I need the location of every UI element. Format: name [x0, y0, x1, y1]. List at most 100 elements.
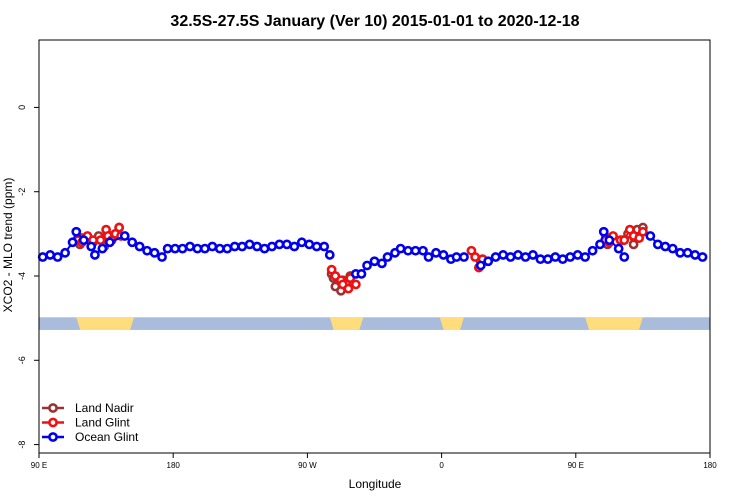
- series-ocean-glint: [37, 226, 708, 279]
- legend-label-2: Ocean Glint: [75, 430, 139, 444]
- data-point: [319, 241, 330, 252]
- data-point: [613, 243, 624, 254]
- data-point: [682, 247, 693, 258]
- data-point: [170, 243, 180, 254]
- data-point: [513, 250, 523, 260]
- data-point: [652, 239, 663, 250]
- chart-title: 32.5S-27.5S January (Ver 10) 2015-01-01 …: [170, 13, 579, 30]
- data-point: [423, 252, 434, 262]
- data-point: [157, 252, 167, 262]
- data-point: [71, 226, 82, 237]
- data-point: [542, 254, 553, 265]
- data-point: [490, 252, 501, 262]
- data-point: [382, 252, 393, 262]
- data-point: [90, 250, 100, 260]
- data-point: [619, 235, 630, 246]
- legend-label-1: Land Glint: [75, 416, 130, 430]
- data-point: [470, 252, 481, 262]
- legend-marker-2: [48, 432, 58, 442]
- data-point: [222, 243, 233, 254]
- data-point: [281, 239, 292, 250]
- x-tick-label-0: 90 E: [31, 461, 47, 470]
- plot-frame: [38, 39, 711, 454]
- x-axis-label: Longitude: [349, 477, 402, 491]
- data-point: [438, 250, 449, 260]
- data-point: [289, 241, 300, 252]
- data-point: [199, 243, 210, 254]
- data-point: [418, 245, 428, 256]
- y-tick-label-3: -6: [17, 356, 27, 364]
- data-point: [229, 241, 240, 252]
- data-point: [356, 268, 367, 279]
- data-point: [114, 222, 125, 233]
- data-point: [535, 254, 546, 265]
- data-point: [350, 279, 361, 290]
- data-point: [149, 247, 160, 258]
- data-point: [675, 247, 686, 258]
- data-point: [572, 250, 583, 260]
- data-point: [410, 245, 421, 256]
- data-point: [162, 243, 173, 254]
- legend-label-0: Land Nadir: [75, 401, 134, 415]
- data-point: [214, 243, 225, 254]
- data-point: [52, 252, 63, 262]
- data-point: [296, 237, 307, 248]
- data-point: [177, 243, 188, 254]
- data-point: [324, 250, 335, 260]
- y-tick-label-2: -4: [17, 272, 27, 280]
- data-point: [127, 237, 138, 248]
- data-point: [274, 239, 285, 250]
- data-point: [377, 258, 387, 269]
- y-tick-label-0: 0: [17, 105, 27, 110]
- x-tick-label-4: 90 E: [568, 461, 584, 470]
- data-point: [97, 243, 108, 254]
- data-point: [667, 243, 678, 254]
- data-point: [403, 245, 413, 256]
- data-point: [67, 237, 78, 248]
- data-point: [119, 231, 130, 241]
- data-point: [598, 226, 609, 237]
- data-point: [475, 260, 486, 271]
- data-point: [528, 250, 538, 260]
- data-point: [343, 283, 354, 294]
- data-point: [498, 250, 509, 260]
- ocean-band: [39, 317, 710, 330]
- data-point: [192, 243, 203, 254]
- data-point: [645, 231, 656, 241]
- series-layer: [37, 222, 708, 296]
- data-point: [134, 241, 145, 252]
- x-tick-label-5: 180: [703, 461, 717, 470]
- land-band-1: [329, 317, 364, 330]
- data-point: [595, 239, 605, 250]
- data-point: [304, 239, 315, 250]
- x-tick-label-2: 90 W: [298, 461, 317, 470]
- data-point: [619, 252, 630, 262]
- data-point: [580, 252, 591, 262]
- data-point: [244, 239, 255, 250]
- x-tick-label-3: 0: [439, 461, 444, 470]
- data-point: [431, 247, 441, 258]
- data-point: [207, 241, 218, 252]
- data-point: [638, 226, 648, 237]
- land-band-3: [585, 317, 643, 330]
- data-point: [37, 252, 48, 262]
- y-tick-label-4: -8: [17, 441, 27, 449]
- data-point: [185, 241, 195, 252]
- data-point: [587, 245, 598, 256]
- x-tick-label-1: 180: [167, 461, 181, 470]
- data-point: [459, 252, 469, 262]
- legend-marker-1: [48, 417, 58, 428]
- data-point: [550, 252, 561, 262]
- data-point: [483, 256, 494, 267]
- data-point: [557, 254, 568, 265]
- data-point: [95, 235, 106, 246]
- axis-layer: 0 -2 -4 -6 -8 90 E 180 90 W 0 90 E 180: [17, 105, 717, 470]
- data-point: [78, 235, 89, 246]
- data-point: [565, 252, 576, 262]
- data-point: [505, 252, 516, 262]
- data-point: [237, 241, 248, 252]
- land-ocean-band: [39, 317, 710, 330]
- data-point: [259, 243, 270, 254]
